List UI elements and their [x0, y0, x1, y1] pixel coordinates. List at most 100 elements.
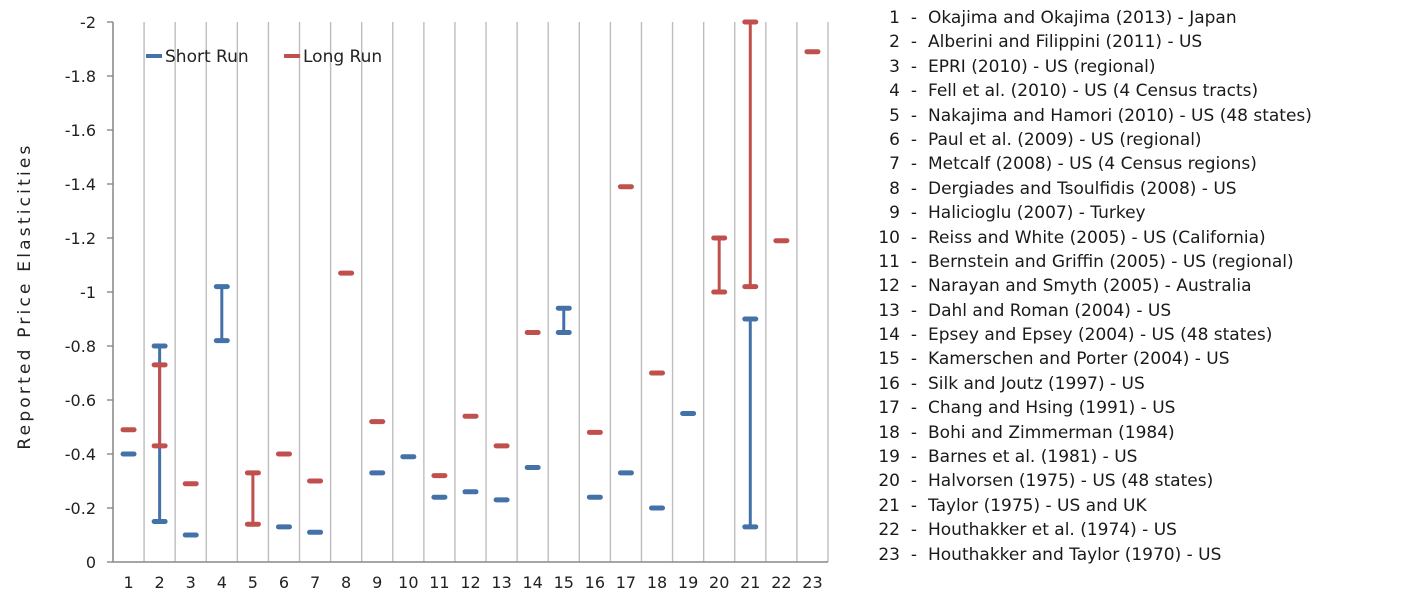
study-number: 12	[878, 276, 900, 297]
study-item: 16- Silk and Joutz (1997) - US	[862, 372, 1312, 396]
study-separator: -	[910, 398, 918, 419]
study-separator: -	[910, 373, 918, 394]
long-run-marker-high	[711, 235, 728, 241]
x-tick-label: 11	[429, 573, 449, 592]
y-tick-label: -1.4	[65, 175, 96, 194]
x-tick-label: 16	[585, 573, 605, 592]
y-tick-label: -0.4	[65, 445, 96, 464]
short-run-marker-high	[742, 316, 759, 322]
short-run-marker-low	[182, 532, 199, 538]
study-number: 21	[878, 495, 900, 516]
x-tick-label: 13	[491, 573, 511, 592]
short-run-marker-low	[462, 489, 479, 495]
study-number: 17	[878, 398, 900, 419]
x-tick-label: 1	[123, 573, 133, 592]
long-run-marker-low	[462, 413, 479, 419]
study-separator: -	[910, 105, 918, 126]
study-citation: Halicioglu (2007) - Turkey	[928, 203, 1146, 224]
long-run-marker-low	[617, 184, 634, 190]
short-run-marker-low	[400, 454, 417, 460]
y-tick-label: -0.8	[65, 337, 96, 356]
legend-long-run-label: Long Run	[303, 47, 382, 67]
x-tick-label: 10	[398, 573, 418, 592]
study-separator: -	[910, 32, 918, 53]
study-citation: Paul et al. (2009) - US (regional)	[928, 129, 1202, 150]
short-run-marker-low	[213, 338, 230, 344]
long-run-marker-low	[773, 238, 790, 244]
study-separator: -	[910, 276, 918, 297]
study-legend-list: 1- Okajima and Okajima (2013) - Japan 2- Al…	[862, 6, 1312, 567]
x-tick-label: 22	[771, 573, 791, 592]
study-separator: -	[910, 129, 918, 150]
x-tick-label: 6	[279, 573, 289, 592]
long-run-marker-low	[120, 427, 137, 433]
study-citation: Houthakker and Taylor (1970) - US	[928, 544, 1222, 565]
study-separator: -	[910, 495, 918, 516]
study-separator: -	[910, 81, 918, 102]
axes	[107, 21, 828, 563]
study-citation: Dergiades and Tsoulfidis (2008) - US	[928, 178, 1237, 199]
y-tick-label: 0	[86, 553, 96, 572]
study-number: 9	[889, 203, 900, 224]
long-run-marker-low	[307, 478, 324, 484]
study-citation: Alberini and Filippini (2011) - US	[928, 32, 1203, 53]
study-number: 1	[889, 8, 900, 28]
study-citation: Epsey and Epsey (2004) - US (48 states)	[928, 325, 1273, 346]
study-citation: Halvorsen (1975) - US (48 states)	[928, 471, 1214, 492]
y-tick-label: -0.2	[65, 499, 96, 518]
long-run-marker-low	[711, 289, 728, 295]
study-citation: Kamerschen and Porter (2004) - US	[928, 349, 1230, 370]
study-separator: -	[910, 520, 918, 541]
study-separator: -	[910, 422, 918, 443]
study-separator: -	[910, 447, 918, 468]
study-separator: -	[910, 325, 918, 346]
y-tick-label: -1.2	[65, 229, 96, 248]
study-separator: -	[910, 227, 918, 248]
x-tick-label: 20	[709, 573, 729, 592]
study-separator: -	[910, 349, 918, 370]
short-run-marker-low	[120, 451, 137, 457]
study-citation: EPRI (2010) - US (regional)	[928, 56, 1156, 77]
short-run-marker-high	[555, 305, 572, 311]
legend: Short Run Long Run	[146, 47, 382, 67]
long-run-marker-low	[649, 370, 666, 376]
x-tick-label: 21	[740, 573, 760, 592]
y-tick-label: -1.8	[65, 67, 96, 86]
study-separator: -	[910, 8, 918, 28]
study-number: 3	[889, 56, 900, 77]
y-tick-label: -0.6	[65, 391, 96, 410]
long-run-marker-low	[275, 451, 292, 457]
y-tick-label: -1	[80, 283, 96, 302]
study-item: 13- Dahl and Roman (2004) - US	[862, 299, 1312, 323]
study-item: 22- Houthakker et al. (1974) - US	[862, 518, 1312, 542]
study-separator: -	[910, 251, 918, 272]
study-item: 21- Taylor (1975) - US and UK	[862, 494, 1312, 518]
short-run-marker-high	[151, 343, 168, 349]
study-item: 8- Dergiades and Tsoulfidis (2008) - US	[862, 177, 1312, 201]
study-item: 23- Houthakker and Taylor (1970) - US	[862, 543, 1312, 567]
long-run-marker-low	[151, 443, 168, 449]
study-number: 18	[878, 422, 900, 443]
study-number: 19	[878, 447, 900, 468]
x-tick-label: 23	[802, 573, 822, 592]
short-run-marker-low	[555, 330, 572, 335]
long-run-marker-low	[431, 473, 448, 479]
short-run-marker-low	[275, 524, 292, 530]
study-citation: Okajima and Okajima (2013) - Japan	[928, 8, 1237, 28]
study-number: 2	[889, 32, 900, 53]
x-tick-label: 4	[217, 573, 227, 592]
study-item: 5- Nakajima and Hamori (2010) - US (48 st…	[862, 104, 1312, 128]
study-number: 20	[878, 471, 900, 492]
study-separator: -	[910, 154, 918, 175]
y-axis-label: Reported Price Elasticities	[15, 142, 35, 449]
y-tick-label: -2	[80, 13, 96, 32]
study-number: 14	[878, 325, 900, 346]
short-run-marker-low	[649, 505, 666, 511]
study-citation: Taylor (1975) - US and UK	[928, 495, 1147, 516]
study-citation: Fell et al. (2010) - US (4 Census tracts…	[928, 81, 1259, 102]
study-citation: Bohi and Zimmerman (1984)	[928, 422, 1175, 443]
study-separator: -	[910, 544, 918, 565]
study-citation: Barnes et al. (1981) - US	[928, 447, 1138, 468]
study-item: 17- Chang and Hsing (1991) - US	[862, 396, 1312, 420]
